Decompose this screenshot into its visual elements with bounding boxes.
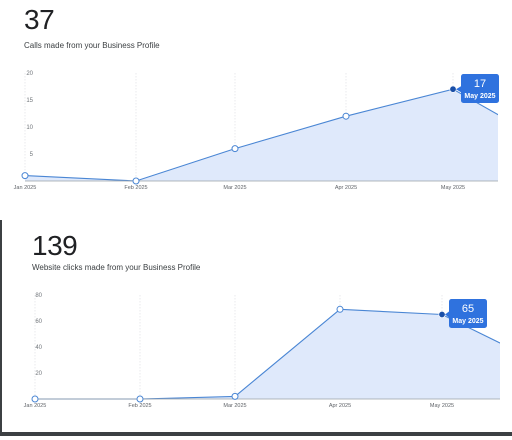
- data-point: [21, 172, 29, 180]
- data-point: [336, 305, 344, 313]
- series-group: [35, 308, 500, 400]
- series-area: [25, 89, 498, 181]
- website-clicks-card: 139 Website clicks made from your Busine…: [0, 220, 512, 436]
- x-tick-label: Mar 2025: [223, 403, 246, 409]
- tooltip: 17 May 2025: [456, 74, 499, 103]
- x-tick-label: Apr 2025: [335, 185, 357, 191]
- tooltip-box: [461, 74, 499, 103]
- y-tick-label: 80: [35, 293, 42, 299]
- y-tick-label: 60: [35, 319, 42, 325]
- x-tick-label: Jan 2025: [24, 403, 47, 409]
- data-point: [231, 392, 239, 400]
- website-clicks-chart: 20 40 60 80 Jan 2025 Feb 2025 Mar 2025 Apr 2025…: [24, 293, 500, 409]
- series-area: [35, 309, 500, 399]
- x-tick-label: Apr 2025: [329, 403, 351, 409]
- tooltip: 65 May 2025: [445, 299, 487, 328]
- calls-card: 37 Calls made from your Business Profile…: [0, 0, 512, 196]
- y-tick-label: 5: [30, 152, 34, 158]
- data-point: [31, 395, 39, 403]
- data-point-highlight: [438, 311, 446, 319]
- tooltip-month: May 2025: [452, 318, 483, 325]
- website-clicks-total: 139: [32, 230, 78, 261]
- tooltip-pointer: [445, 311, 449, 318]
- website-clicks-label: Website clicks made from your Business P…: [32, 263, 201, 272]
- tooltip-box: [449, 299, 487, 328]
- y-tick-label: 10: [26, 125, 33, 131]
- series-group: [24, 88, 498, 182]
- tooltip-pointer: [456, 86, 461, 93]
- x-tick-label: Jan 2025: [14, 185, 37, 191]
- data-point: [132, 177, 140, 185]
- data-point: [136, 395, 144, 403]
- calls-chart: 5 10 15 20 Jan 2025 Feb 2025 Mar 2025 Apr 2025 M…: [14, 71, 499, 191]
- data-point: [342, 112, 350, 120]
- x-tick-label: May 2025: [430, 403, 454, 409]
- y-tick-label: 20: [26, 71, 33, 77]
- y-tick-label: 40: [35, 345, 42, 351]
- tooltip-month: May 2025: [464, 93, 495, 100]
- x-tick-label: Feb 2025: [128, 403, 151, 409]
- data-point: [231, 145, 239, 153]
- tooltip-value: 17: [474, 78, 486, 90]
- data-point-highlight: [449, 85, 457, 93]
- calls-total: 37: [24, 4, 55, 35]
- calls-label: Calls made from your Business Profile: [24, 41, 160, 50]
- y-tick-label: 15: [26, 98, 33, 104]
- x-tick-label: May 2025: [441, 185, 465, 191]
- tooltip-value: 65: [462, 303, 474, 315]
- x-tick-label: Feb 2025: [124, 185, 147, 191]
- y-tick-label: 20: [35, 371, 42, 377]
- x-tick-label: Mar 2025: [223, 185, 246, 191]
